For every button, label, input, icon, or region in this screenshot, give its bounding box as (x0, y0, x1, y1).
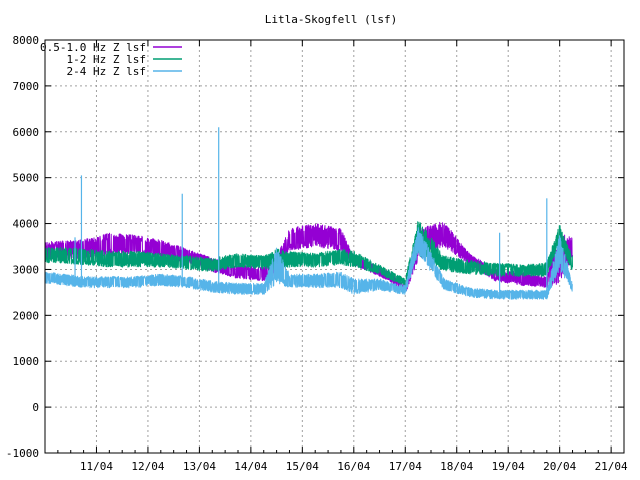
series-line (44, 227, 573, 300)
series-0 (44, 221, 573, 293)
legend-label: 1-2 Hz Z lsf (67, 53, 146, 66)
x-tick-label: 19/04 (492, 460, 525, 473)
x-tick-label: 18/04 (440, 460, 473, 473)
series-line (44, 221, 573, 293)
x-tick-label: 15/04 (286, 460, 319, 473)
x-tick-label: 14/04 (234, 460, 267, 473)
x-tick-label: 16/04 (337, 460, 370, 473)
plot-frame (44, 39, 625, 454)
series-1 (44, 221, 573, 286)
x-tick-label: 21/04 (595, 460, 628, 473)
series-2 (44, 227, 573, 300)
y-tick-label: 3000 (13, 263, 40, 276)
x-tick-label: 11/04 (80, 460, 113, 473)
series-line (44, 221, 573, 286)
x-tick-label: 20/04 (543, 460, 576, 473)
chart-title: Litla-Skogfell (lsf) (265, 13, 397, 26)
y-tick-label: 5000 (13, 172, 40, 185)
legend-label: 2-4 Hz Z lsf (67, 65, 146, 78)
y-tick-label: 8000 (13, 34, 40, 47)
x-tick-label: 12/04 (131, 460, 164, 473)
ticks: -1000 0 1000 2000 3000 4000 5000 6000 7000 8000 11… (6, 34, 628, 473)
y-tick-label: -1000 (6, 447, 39, 460)
series-layer (44, 127, 573, 300)
legend-label: 0.5-1.0 Hz Z lsf (40, 41, 146, 54)
y-tick-label: 2000 (13, 309, 40, 322)
y-tick-label: 4000 (13, 218, 40, 231)
y-tick-label: 6000 (13, 126, 40, 139)
axes (44, 39, 625, 454)
y-tick-label: 1000 (13, 355, 40, 368)
y-tick-label: 0 (32, 401, 39, 414)
y-tick-label: 7000 (13, 80, 40, 93)
x-tick-label: 13/04 (183, 460, 216, 473)
x-tick-label: 17/04 (389, 460, 422, 473)
